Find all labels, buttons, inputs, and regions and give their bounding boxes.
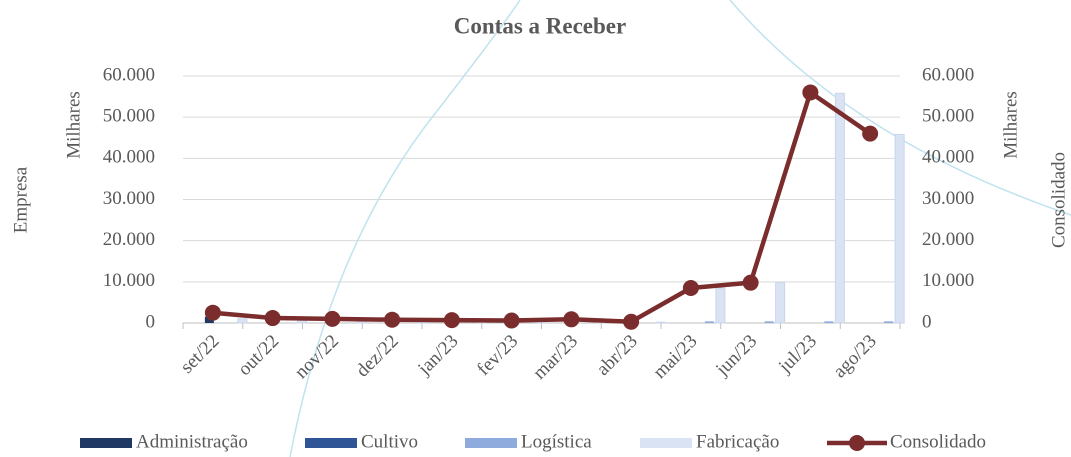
- decor-curve: [729, 0, 1071, 216]
- legend-swatch: [849, 435, 865, 451]
- chart-title: Contas a Receber: [454, 13, 626, 38]
- legend-label: Cultivo: [361, 431, 418, 452]
- x-tick-label: dez/22: [352, 331, 403, 382]
- line-marker: [802, 84, 819, 101]
- line-marker: [443, 312, 460, 329]
- bar: [824, 321, 834, 323]
- y-tick-label: 0: [146, 311, 156, 332]
- decor-curve: [289, 0, 521, 457]
- y2-axis-units: Milhares: [1000, 91, 1021, 159]
- line-marker: [563, 311, 580, 328]
- x-tick-label: abr/23: [593, 331, 642, 380]
- bar: [884, 321, 894, 323]
- bar: [704, 321, 714, 323]
- x-tick-label: ago/23: [829, 331, 880, 382]
- y-tick-label: 40.000: [103, 147, 155, 168]
- legend-label: Fabricação: [696, 431, 779, 452]
- y2-tick-label: 10.000: [922, 270, 974, 291]
- y2-tick-label: 50.000: [922, 106, 974, 127]
- x-tick-label: set/22: [177, 331, 224, 378]
- legend-swatch: [305, 438, 357, 448]
- y-axis-units: Milhares: [63, 91, 84, 159]
- line-marker: [623, 313, 640, 330]
- line-marker: [682, 280, 699, 297]
- y2-axis-title: Consolidado: [1048, 152, 1069, 248]
- legend-label: Administração: [136, 431, 248, 452]
- line: [212, 90, 872, 325]
- y-tick-label: 60.000: [103, 64, 155, 85]
- y-tick-label: 50.000: [103, 106, 155, 127]
- x-tick-label: nov/22: [291, 331, 343, 383]
- x-tick-label: jul/23: [774, 331, 821, 378]
- line-marker: [324, 310, 341, 327]
- bar: [237, 318, 248, 324]
- bar: [655, 321, 666, 324]
- y2-tick-label: 60.000: [922, 64, 974, 85]
- x-tick-label: mar/23: [529, 331, 582, 384]
- line-marker: [862, 125, 879, 142]
- line-marker: [742, 274, 759, 291]
- x-tick-label: jan/23: [413, 331, 462, 380]
- legend-swatch: [80, 438, 132, 448]
- y-tick-label: 20.000: [103, 229, 155, 250]
- legend-label: Consolidado: [890, 431, 986, 452]
- bar: [834, 92, 845, 324]
- line-marker: [503, 312, 520, 329]
- line-marker: [384, 311, 401, 328]
- bar: [715, 287, 726, 324]
- x-tick-label: mai/23: [649, 331, 701, 383]
- x-tick-label: jun/23: [711, 331, 761, 381]
- x-tick-label: fev/23: [473, 331, 522, 380]
- x-tick-label: out/22: [234, 331, 283, 380]
- y2-tick-label: 20.000: [922, 229, 974, 250]
- y-tick-label: 30.000: [103, 188, 155, 209]
- bar: [775, 282, 786, 324]
- y2-tick-label: 30.000: [922, 188, 974, 209]
- bar: [764, 321, 774, 323]
- bar: [204, 316, 214, 323]
- line-marker: [264, 310, 281, 327]
- y-tick-label: 10.000: [103, 270, 155, 291]
- y2-tick-label: 0: [922, 311, 932, 332]
- y-axis-title: Empresa: [10, 166, 31, 233]
- legend-swatch: [640, 438, 692, 448]
- line-marker: [204, 304, 221, 321]
- legend-label: Logística: [521, 431, 592, 452]
- legend-swatch: [465, 438, 517, 448]
- y2-tick-label: 40.000: [922, 147, 974, 168]
- bar: [894, 133, 905, 324]
